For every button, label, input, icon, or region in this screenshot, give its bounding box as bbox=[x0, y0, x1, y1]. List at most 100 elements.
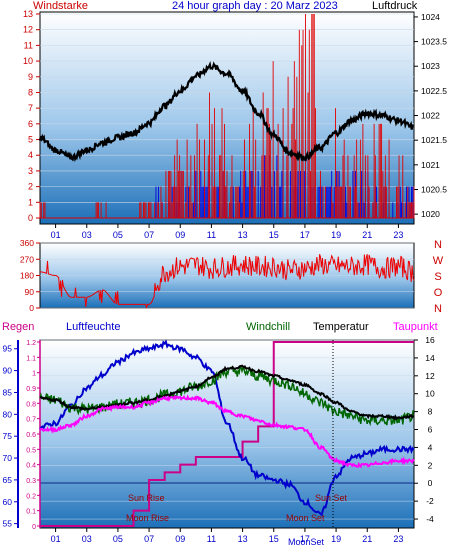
wind-tick-label: 5 bbox=[28, 135, 33, 145]
time-tick-label: 07 bbox=[144, 230, 154, 240]
wind-tick-label: 6 bbox=[28, 119, 33, 129]
humidity-tick-label: 80 bbox=[3, 409, 13, 419]
wind-tick-label: 4 bbox=[28, 150, 33, 160]
humidity-tick-label: 75 bbox=[3, 431, 13, 441]
rain-tick-label: 0 bbox=[32, 524, 36, 531]
wind-tick-label: 11 bbox=[24, 40, 33, 50]
time-tick-label: 19 bbox=[331, 534, 341, 544]
windchill-label: Windchill bbox=[246, 321, 290, 333]
wind-tick-label: 7 bbox=[28, 103, 33, 113]
humidity-axis: 55 60 65 70 75 80 85 90 95 bbox=[3, 340, 19, 529]
rain-tick-label: 1.1 bbox=[26, 355, 36, 362]
time-tick-label: 23 bbox=[393, 534, 403, 544]
wind-tick-label: 0 bbox=[28, 213, 33, 223]
wind-tick-label: 13 bbox=[23, 9, 33, 19]
dewpoint-line bbox=[39, 394, 415, 469]
humidity-tick-label: 85 bbox=[3, 387, 13, 397]
compass-label: N bbox=[434, 303, 442, 315]
pressure-tick-label: 1021 bbox=[421, 160, 440, 170]
wind-tick-label: 12 bbox=[23, 25, 33, 35]
rain-axis-label: Regen bbox=[2, 321, 34, 333]
wind-tick-label: 1 bbox=[28, 197, 33, 207]
pressure-tick-label: 1024 bbox=[421, 12, 440, 22]
direction-tick-label: 270 bbox=[20, 254, 34, 264]
wind-tick-label: 9 bbox=[28, 72, 33, 82]
time-tick-label: 07 bbox=[144, 534, 154, 544]
temperature-tick-label: 12 bbox=[425, 371, 435, 381]
time-tick-label: 01 bbox=[51, 230, 61, 240]
wind-tick-label: 10 bbox=[23, 56, 33, 66]
compass-label: S bbox=[434, 271, 441, 283]
sunset-annotation: Sun Set bbox=[315, 493, 348, 503]
temperature-tick-label: 14 bbox=[425, 353, 435, 363]
time-tick-label: 15 bbox=[269, 230, 279, 240]
time-tick-label: 17 bbox=[300, 230, 310, 240]
time-tick-label: 05 bbox=[113, 230, 123, 240]
humidity-tick-label: 70 bbox=[3, 453, 13, 463]
time-tick-label: 03 bbox=[82, 534, 92, 544]
rain-tick-label: 0.7 bbox=[26, 417, 36, 424]
temperature-tick-label: 16 bbox=[425, 335, 435, 345]
time-axis-top: 01 03 05 07 09 11 13 15 17 19 21 23 bbox=[51, 224, 403, 240]
moonset-annotation: Moon Set bbox=[286, 513, 325, 523]
compass-label: O bbox=[434, 287, 443, 299]
time-tick-label: 11 bbox=[207, 230, 216, 240]
moonset-axis-label: MoonSet bbox=[288, 537, 325, 547]
time-tick-label: 15 bbox=[269, 534, 279, 544]
rain-axis: 0 0.1 0.2 0.3 0.4 0.5 0.6 0.7 0.8 0.9 1 1.1 1.2 bbox=[26, 340, 41, 531]
moonrise-annotation: Moon Rise bbox=[126, 513, 169, 523]
pressure-tick-label: 1020 bbox=[421, 209, 440, 219]
time-tick-label: 01 bbox=[51, 534, 61, 544]
compass-label: W bbox=[433, 255, 444, 267]
compass-label: N bbox=[434, 239, 442, 251]
rain-tick-label: 0.4 bbox=[26, 463, 36, 470]
pressure-axis: 1020 1020.5 1021 1021.5 1022 1022.5 1023 1023.5… bbox=[414, 12, 447, 219]
temperature-tick-label: 2 bbox=[428, 460, 433, 470]
time-tick-label: 21 bbox=[362, 230, 372, 240]
humidity-tick-label: 55 bbox=[3, 519, 13, 529]
rain-tick-label: 0.6 bbox=[26, 432, 36, 439]
gridlines-bottom bbox=[40, 339, 414, 520]
wind-tick-label: 2 bbox=[28, 182, 33, 192]
direction-tick-label: 180 bbox=[20, 271, 34, 281]
temperature-tick-label: 8 bbox=[428, 407, 433, 417]
pressure-line bbox=[38, 61, 414, 163]
rain-tick-label: 0.9 bbox=[26, 386, 36, 393]
temperature-axis: -4 -2 0 2 4 6 8 10 12 14 16 bbox=[414, 335, 435, 524]
temperature-tick-label: 0 bbox=[428, 478, 433, 488]
rain-tick-label: 1.2 bbox=[26, 340, 36, 347]
pressure-tick-label: 1020.5 bbox=[421, 184, 447, 194]
wind-axis-label: Windstarke bbox=[33, 0, 88, 12]
time-tick-label: 13 bbox=[238, 534, 248, 544]
pressure-tick-label: 1022 bbox=[421, 111, 440, 121]
direction-tick-label: 360 bbox=[20, 238, 34, 248]
humidity-tick-label: 90 bbox=[3, 366, 13, 376]
temperature-tick-label: -4 bbox=[426, 514, 434, 524]
time-axis-bottom: 01 03 05 07 09 11 13 15 17 19 21 23 bbox=[51, 528, 403, 544]
time-tick-label: 19 bbox=[331, 230, 341, 240]
rain-tick-label: 1 bbox=[32, 371, 36, 378]
humidity-tick-label: 60 bbox=[3, 497, 13, 507]
rain-tick-label: 0.3 bbox=[26, 478, 36, 485]
sunrise-annotation: Sun Rise bbox=[128, 493, 165, 503]
rain-tick-label: 0.2 bbox=[26, 493, 36, 500]
humidity-line bbox=[39, 339, 415, 517]
rain-tick-label: 0.8 bbox=[26, 401, 36, 408]
wind-tick-label: 8 bbox=[28, 87, 33, 97]
humidity-tick-label: 95 bbox=[3, 344, 13, 354]
pressure-tick-label: 1023 bbox=[421, 61, 440, 71]
time-tick-label: 13 bbox=[238, 230, 248, 240]
time-tick-label: 09 bbox=[175, 534, 185, 544]
time-tick-label: 21 bbox=[362, 534, 372, 544]
rain-tick-label: 0.5 bbox=[26, 447, 36, 454]
chart-title: 24 hour graph day : 20 Marz 2023 bbox=[172, 0, 338, 12]
time-tick-label: 17 bbox=[300, 534, 310, 544]
pressure-tick-label: 1021.5 bbox=[421, 135, 447, 145]
wind-direction-line bbox=[40, 254, 415, 309]
direction-tick-label: 90 bbox=[25, 287, 35, 297]
temperature-tick-label: 6 bbox=[428, 425, 433, 435]
humidity-tick-label: 65 bbox=[3, 475, 13, 485]
